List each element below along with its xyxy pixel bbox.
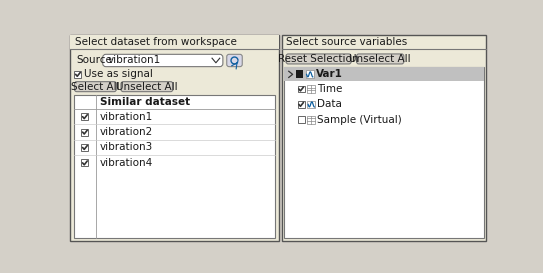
- Bar: [282, 35, 487, 241]
- FancyBboxPatch shape: [286, 54, 351, 64]
- Text: Select All: Select All: [71, 82, 119, 92]
- Text: Select source variables: Select source variables: [286, 37, 408, 47]
- Text: vibration3: vibration3: [100, 143, 153, 153]
- Bar: [81, 129, 89, 136]
- Text: Use as signal: Use as signal: [84, 69, 153, 79]
- Bar: [298, 101, 305, 108]
- Bar: [307, 85, 315, 93]
- Text: Source: Source: [77, 55, 112, 65]
- Bar: [284, 67, 484, 81]
- Bar: [81, 159, 89, 166]
- Bar: [284, 67, 484, 238]
- FancyBboxPatch shape: [121, 82, 173, 92]
- Text: vibration4: vibration4: [100, 158, 153, 168]
- Bar: [81, 113, 89, 120]
- Text: Var1: Var1: [316, 69, 343, 79]
- Bar: [296, 70, 304, 78]
- Text: Sample (Virtual): Sample (Virtual): [318, 115, 402, 125]
- Bar: [307, 100, 315, 108]
- Text: vibration1: vibration1: [100, 112, 153, 122]
- Text: Time: Time: [318, 84, 343, 94]
- Text: Unselect All: Unselect All: [349, 54, 411, 64]
- Bar: [307, 116, 315, 124]
- Text: Similar dataset: Similar dataset: [100, 97, 190, 107]
- FancyBboxPatch shape: [103, 54, 223, 67]
- Bar: [306, 70, 313, 78]
- Bar: [70, 35, 279, 241]
- Text: Unselect All: Unselect All: [116, 82, 178, 92]
- Text: vibration1: vibration1: [108, 55, 161, 66]
- Text: vibration2: vibration2: [100, 127, 153, 137]
- Text: Select dataset from workspace: Select dataset from workspace: [75, 37, 237, 47]
- FancyBboxPatch shape: [227, 54, 242, 67]
- Bar: [74, 71, 81, 78]
- Bar: [81, 144, 89, 151]
- FancyBboxPatch shape: [74, 82, 116, 92]
- Text: Data: Data: [318, 99, 342, 109]
- Bar: [70, 35, 279, 49]
- Bar: [74, 95, 275, 238]
- Text: Reset Selection: Reset Selection: [279, 54, 359, 64]
- Bar: [298, 85, 305, 93]
- Bar: [298, 116, 305, 123]
- FancyBboxPatch shape: [357, 54, 404, 64]
